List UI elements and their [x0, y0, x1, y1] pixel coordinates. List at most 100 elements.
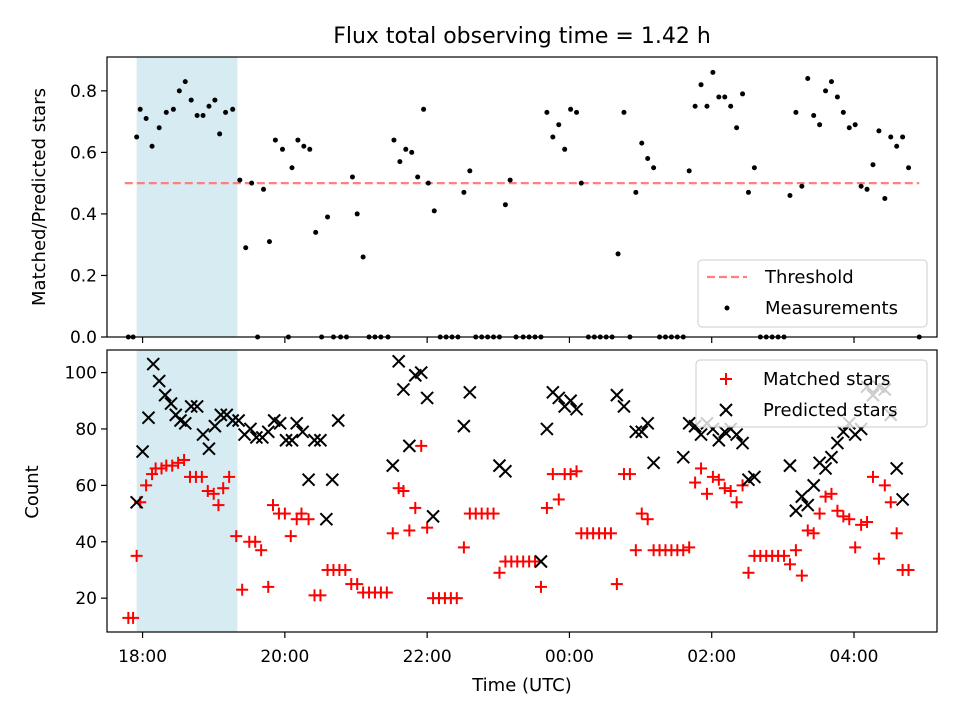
- measurement-point: [870, 162, 876, 168]
- threshold-legend-label: Threshold: [764, 267, 854, 288]
- matched-star-point: [855, 518, 868, 531]
- top-shaded-region: [136, 57, 238, 337]
- measurement-point: [349, 174, 355, 180]
- top-legend-box: [697, 259, 928, 328]
- measurement-point: [562, 146, 568, 152]
- matched-star-point: [450, 592, 463, 605]
- measurement-point: [574, 109, 580, 115]
- top-plot-frame: [106, 56, 938, 338]
- measurement-point: [799, 183, 805, 189]
- matched-star-point: [570, 465, 583, 478]
- bottom-legend-box: [695, 359, 928, 428]
- matched-star-point: [890, 527, 903, 540]
- predicted-star-point: [610, 388, 624, 402]
- predicted-star-point: [273, 416, 287, 431]
- bottom-y-axis-label: Count: [22, 465, 43, 518]
- matched-star-point: [284, 530, 297, 543]
- predicted-star-point: [747, 470, 762, 484]
- measurement-point: [279, 146, 285, 152]
- predicted-star-point: [789, 504, 803, 518]
- measurement-point: [728, 103, 734, 109]
- predicted-star-point: [824, 450, 839, 464]
- matched-star-point: [552, 493, 565, 506]
- predicted-star-point: [184, 399, 198, 414]
- predicted-star-point: [735, 436, 750, 450]
- measurement-point: [206, 103, 212, 109]
- measurement-point: [578, 180, 584, 186]
- matched-star-point: [351, 578, 364, 591]
- predicted-star-point: [396, 382, 411, 397]
- predicted-star-point: [836, 425, 851, 439]
- measurement-point: [237, 177, 243, 183]
- measurement-point: [249, 180, 255, 186]
- measurement-point: [397, 159, 403, 165]
- predicted-star-point: [795, 489, 809, 504]
- predicted-star-point: [214, 408, 228, 422]
- matched-star-point: [689, 476, 702, 489]
- measurement-point: [188, 97, 194, 103]
- measurement-point: [556, 122, 562, 128]
- measurement-point: [360, 254, 366, 260]
- measurement-point: [325, 214, 331, 220]
- b-y-tick-label: 40: [75, 533, 97, 553]
- predicted-star-point: [141, 410, 156, 425]
- top-panel: 0.00.20.40.60.8 Matched/Predicted stars …: [29, 56, 938, 348]
- predicted-star-point: [301, 473, 316, 487]
- matched-star-point: [457, 541, 470, 554]
- matched-star-point: [849, 541, 862, 554]
- matched-star-point: [807, 527, 820, 540]
- matched-star-point: [623, 468, 636, 481]
- measurement-point: [137, 106, 143, 112]
- measurement-point: [461, 189, 467, 195]
- x-tick-label: 22:00: [403, 647, 452, 667]
- predicted-star-point: [420, 391, 434, 405]
- matched-star-point: [255, 544, 268, 557]
- matched-star-point: [540, 501, 553, 514]
- b-y-tick-label: 20: [75, 589, 97, 609]
- matched-star-point: [677, 544, 690, 557]
- matched-star-point: [409, 501, 422, 514]
- measurement-point: [163, 109, 169, 115]
- measurement-point: [615, 251, 621, 257]
- predicted-star-point: [563, 394, 578, 408]
- matched-star-point: [604, 527, 617, 540]
- predicted-star-point: [331, 413, 345, 428]
- chart-title: Flux total observing time = 1.42 h: [333, 24, 711, 49]
- measurement-point: [846, 125, 852, 131]
- matched-legend-swatch: [720, 373, 732, 385]
- matched-star-point: [127, 611, 140, 624]
- measurement-point: [295, 137, 301, 143]
- predicted-star-point: [414, 365, 428, 380]
- measurement-point: [840, 109, 846, 115]
- measurement-point: [200, 112, 206, 118]
- measurement-point: [651, 165, 657, 171]
- measurement-point: [217, 131, 223, 137]
- matched-star-point: [415, 439, 428, 452]
- predicted-star-point: [152, 374, 166, 388]
- matched-star-point: [546, 468, 559, 481]
- t-y-tick-label: 0.8: [70, 82, 97, 102]
- predicted-star-point: [629, 425, 643, 439]
- b-y-tick-label: 80: [75, 420, 97, 440]
- matched-star-point: [789, 544, 802, 557]
- matched-star-point: [529, 555, 542, 568]
- measurement-point: [793, 109, 799, 115]
- matched-star-point: [866, 470, 879, 483]
- predicted-star-point: [498, 464, 513, 478]
- predicted-star-point: [249, 430, 264, 445]
- measurement-point: [550, 134, 556, 140]
- matched-star-point: [267, 499, 279, 512]
- measurement-point: [143, 116, 149, 122]
- matched-star-point: [718, 482, 731, 495]
- matched-star-point: [902, 563, 915, 576]
- matched-star-point: [819, 490, 832, 503]
- predicted-star-point: [640, 416, 655, 431]
- predicted-star-point: [135, 444, 150, 459]
- matched-star-point: [487, 507, 500, 520]
- predicted-star-point: [202, 441, 216, 456]
- predicted-star-point: [208, 419, 222, 433]
- matched-star-point: [493, 566, 506, 579]
- measurement-point: [811, 112, 817, 118]
- measurement-point: [864, 186, 870, 192]
- measurement-point: [223, 109, 229, 115]
